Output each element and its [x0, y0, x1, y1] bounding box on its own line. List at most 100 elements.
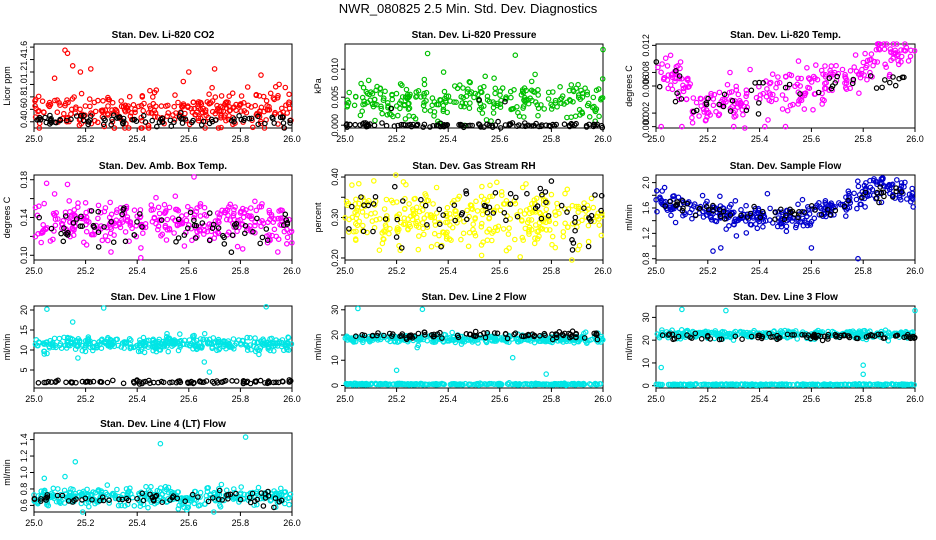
data-point-series-2 [60, 238, 67, 245]
x-tick-label: 25.8 [232, 134, 250, 144]
data-point-series-1 [429, 338, 436, 345]
data-point-series-2 [286, 378, 293, 385]
data-point-series-1 [218, 124, 224, 131]
data-point-series-2 [57, 117, 64, 124]
data-point-series-2 [134, 219, 140, 225]
data-point-series-2 [483, 381, 490, 388]
data-point-series-1 [706, 210, 712, 217]
data-point-series-1 [72, 458, 79, 465]
data-point-series-3 [408, 333, 414, 340]
data-point-series-2 [571, 380, 578, 387]
data-point-series-1 [138, 245, 144, 251]
data-point-series-1 [417, 335, 423, 341]
data-point-series-2 [522, 380, 529, 387]
data-point-series-1 [201, 204, 208, 211]
data-point-series-1 [489, 193, 496, 200]
data-point-series-1 [270, 348, 277, 354]
data-point-series-1 [401, 205, 408, 212]
x-tick-label: 26.0 [906, 394, 924, 404]
data-point-series-2 [65, 229, 71, 236]
y-axis-label: kPa [313, 78, 323, 94]
data-point-series-1 [35, 231, 41, 237]
data-point-series-1 [53, 210, 60, 216]
data-point-series-2 [38, 496, 44, 502]
data-point-series-2 [873, 85, 880, 91]
data-point-series-1 [92, 108, 99, 115]
data-point-series-1 [54, 97, 61, 103]
data-point-series-1 [223, 345, 229, 352]
data-point-series-1 [747, 66, 753, 73]
data-point-series-1 [270, 340, 276, 347]
data-point-series-1 [678, 326, 685, 333]
data-point-series-1 [590, 204, 597, 211]
data-point-series-1 [209, 84, 215, 91]
data-point-series-3 [692, 330, 699, 337]
data-point-series-1 [397, 81, 404, 87]
data-point-series-3 [825, 336, 831, 342]
data-point-series-2 [147, 380, 153, 387]
data-point-series-1 [108, 226, 115, 232]
data-point-series-2 [721, 91, 728, 98]
data-point-series-1 [524, 219, 531, 226]
data-point-series-1 [170, 112, 176, 118]
data-point-series-1 [197, 489, 204, 496]
data-point-series-1 [661, 200, 667, 206]
data-point-series-2 [242, 230, 248, 237]
data-point-series-2 [539, 191, 545, 198]
data-point-series-3 [863, 334, 870, 340]
data-point-series-1 [100, 107, 106, 114]
data-point-series-1 [267, 90, 274, 97]
data-point-series-1 [421, 107, 428, 114]
data-point-series-1 [429, 95, 436, 101]
data-point-series-1 [401, 215, 408, 222]
data-point-series-1 [62, 102, 68, 109]
data-point-series-2 [121, 205, 127, 211]
data-point-series-1 [244, 334, 251, 341]
data-point-series-1 [363, 213, 370, 219]
data-points [31, 434, 294, 515]
data-point-series-1 [479, 183, 485, 190]
data-point-series-1 [862, 50, 868, 57]
data-point-series-1 [599, 95, 606, 101]
data-point-series-1 [415, 233, 422, 239]
data-point-series-1 [760, 90, 767, 97]
x-tick-label: 25.2 [388, 394, 406, 404]
data-point-series-1 [857, 201, 864, 208]
data-point-series-1 [200, 105, 207, 112]
data-point-series-1 [252, 222, 258, 229]
data-point-series-1 [585, 222, 592, 229]
data-point-series-1 [541, 106, 548, 112]
data-point-series-2 [35, 379, 42, 386]
data-point-series-1 [482, 73, 489, 80]
data-point-series-2 [270, 115, 276, 122]
data-point-series-1 [265, 346, 272, 352]
data-point-series-1 [145, 110, 152, 116]
data-point-series-2 [257, 240, 264, 247]
data-point-series-1 [145, 504, 151, 511]
data-point-series-2 [542, 189, 549, 195]
x-tick-label: 25.0 [647, 134, 665, 144]
data-point-series-2 [452, 217, 459, 224]
data-point-series-1 [54, 486, 61, 492]
data-point-series-2 [173, 239, 179, 245]
data-point-series-1 [208, 100, 214, 106]
data-point-series-1 [721, 329, 728, 335]
data-point-series-2 [371, 122, 378, 129]
data-point-series-1 [683, 96, 690, 102]
data-point-series-2 [837, 381, 844, 388]
data-point-series-2 [402, 122, 409, 128]
y-tick-label: 15 [19, 325, 29, 335]
data-point-series-1 [519, 88, 526, 95]
data-point-series-2 [812, 381, 819, 388]
data-point-series-1 [761, 123, 768, 130]
data-point-series-2 [717, 213, 724, 219]
x-tick-label: 25.8 [232, 518, 250, 528]
data-point-series-1 [669, 71, 675, 78]
data-point-series-1 [585, 238, 592, 245]
data-point-series-1 [226, 340, 233, 347]
data-point-series-1 [197, 203, 203, 210]
data-point-series-2 [48, 225, 55, 232]
data-point-series-3 [482, 334, 489, 341]
data-point-series-2 [509, 381, 516, 388]
data-point-series-2 [249, 490, 256, 497]
